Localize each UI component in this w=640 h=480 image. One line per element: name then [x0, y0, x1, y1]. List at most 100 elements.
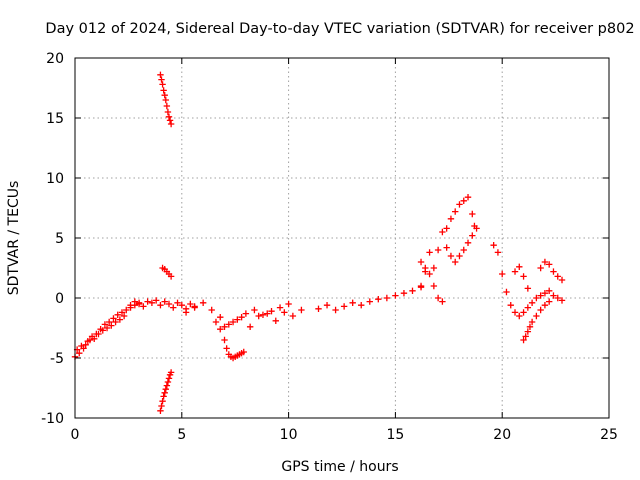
data-point [167, 273, 175, 280]
data-point [494, 249, 502, 256]
data-point [148, 299, 156, 306]
series-arc-evening-d [511, 263, 532, 292]
data-point [426, 249, 433, 256]
data-point [443, 244, 450, 251]
series-arc-dip-7h [212, 318, 247, 362]
data-point [439, 228, 446, 236]
data-point [174, 299, 181, 306]
data-point [91, 335, 98, 342]
data-point [191, 304, 198, 311]
data-point [528, 318, 536, 326]
chart-title: Day 012 of 2024, Sidereal Day-to-day VTE… [45, 21, 634, 37]
series-arc-descent-16h [417, 258, 446, 305]
data-point [456, 201, 463, 208]
data-point [520, 336, 527, 344]
data-point [340, 303, 348, 310]
data-point [217, 314, 224, 321]
data-point [165, 375, 173, 382]
y-axis-label: SDTVAR / TECUs [6, 181, 22, 296]
data-point [161, 389, 168, 396]
data-point [456, 252, 463, 260]
data-point [242, 310, 250, 317]
data-point [550, 268, 557, 275]
data-point [240, 348, 247, 356]
data-point [383, 294, 391, 302]
data-point [469, 232, 476, 239]
data-point [426, 270, 433, 278]
series-arc-evening-c [537, 258, 566, 284]
x-tick-label: 10 [280, 427, 298, 443]
x-tick-labels: 0 5 10 15 20 25 [71, 427, 618, 443]
data-point [82, 341, 89, 348]
data-point [159, 398, 166, 405]
y-tick-label: 20 [46, 51, 64, 67]
data-point [163, 102, 171, 110]
data-point [182, 309, 190, 316]
data-point [375, 296, 382, 303]
data-point [157, 71, 164, 78]
data-point [161, 298, 168, 305]
data-point [422, 264, 429, 272]
data-point [225, 321, 232, 328]
data-point [105, 318, 113, 326]
data-point [409, 287, 416, 294]
data-point [165, 300, 173, 308]
data-point [526, 323, 534, 330]
data-point [116, 316, 124, 323]
data-point [285, 300, 292, 308]
data-point [434, 294, 442, 302]
data-point [114, 311, 121, 318]
data-point [439, 298, 446, 305]
data-point [161, 92, 168, 99]
data-point [212, 318, 220, 326]
x-tick-label: 20 [493, 427, 511, 443]
data-point [123, 306, 130, 314]
data-point [163, 382, 171, 389]
x-axis-label: GPS time / hours [281, 459, 398, 475]
data-point [164, 378, 172, 386]
data-point [417, 282, 425, 290]
data-point [152, 297, 160, 304]
data-point [516, 263, 523, 270]
data-point [452, 208, 459, 215]
data-point [99, 327, 106, 334]
data-point [110, 315, 117, 322]
data-point [217, 326, 224, 333]
data-point [127, 302, 134, 309]
data-point [554, 273, 561, 280]
y-tick-label: 0 [55, 291, 64, 307]
data-point [135, 300, 143, 308]
data-point [430, 282, 438, 290]
data-point [417, 258, 425, 266]
data-point [86, 336, 94, 344]
data-point [434, 246, 442, 254]
data-point [199, 299, 207, 306]
data-point [158, 402, 165, 410]
data-point [238, 314, 245, 321]
data-point [541, 258, 549, 266]
data-point [164, 108, 172, 116]
data-point [332, 306, 339, 314]
data-point [464, 239, 472, 246]
data-point [464, 194, 472, 201]
data-point [430, 264, 438, 272]
series-arc-midday-b [221, 306, 305, 330]
data-point [447, 215, 455, 222]
data-point [165, 113, 173, 120]
data-point [272, 317, 279, 324]
data-point [170, 304, 177, 311]
data-point [541, 290, 549, 297]
data-point [469, 210, 476, 218]
data-point [78, 342, 85, 350]
series-arc-evening-a [490, 242, 566, 320]
series-arc-evening-b [520, 298, 553, 344]
data-point [255, 312, 262, 320]
data-point [537, 306, 544, 314]
data-point [490, 242, 497, 249]
x-tick-label: 0 [71, 427, 80, 443]
data-point [511, 268, 519, 275]
data-point [246, 323, 254, 330]
x-tick-label: 15 [386, 427, 404, 443]
data-point [524, 285, 532, 292]
